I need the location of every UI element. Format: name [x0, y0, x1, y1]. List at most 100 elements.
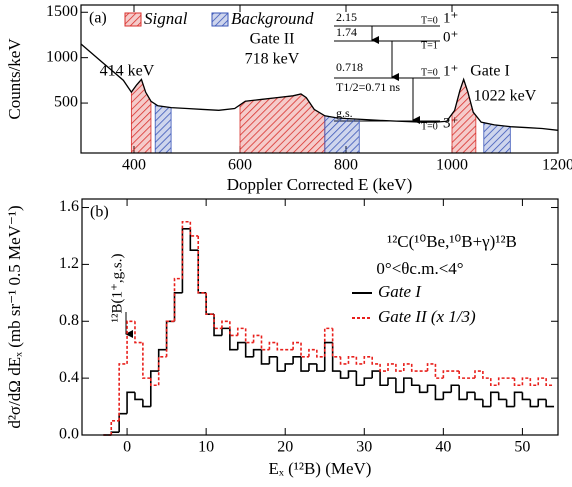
annotation: T=1: [421, 40, 438, 51]
histogram-step: [371, 356, 381, 365]
histogram-step: [323, 341, 333, 372]
histogram-step: [236, 327, 246, 336]
y-tick-label: 0.8: [59, 312, 79, 329]
y-tick-label: 500: [54, 94, 78, 111]
annotation: 0°<θc.m.<4°: [376, 259, 463, 278]
histogram-step: [292, 356, 302, 364]
histogram-step: [434, 363, 444, 379]
histogram-step: [189, 221, 199, 237]
histogram-step: [229, 321, 238, 337]
histogram-step: [379, 363, 388, 372]
histogram-step: [118, 363, 128, 421]
histogram-step: [489, 391, 499, 407]
histogram-step: [410, 378, 420, 387]
panel-label: (b): [90, 204, 109, 221]
x-tick-label: 1200: [542, 157, 572, 174]
x-tick-label: 10: [198, 439, 214, 456]
histogram-step: [418, 385, 428, 394]
histogram-step: [118, 412, 128, 433]
histogram-step: [355, 371, 365, 387]
annotation: 0.718: [336, 60, 363, 74]
histogram-step: [529, 399, 539, 408]
histogram-step: [387, 377, 396, 386]
spectrum-line: [80, 43, 559, 131]
annotation: 0⁺: [443, 29, 458, 45]
histogram-step: [189, 228, 199, 251]
histogram-step: [308, 363, 317, 372]
annotation: T=0: [421, 67, 438, 78]
y-tick-label: 0.0: [59, 426, 79, 443]
y-axis-label: d²σ/dΩ dEₓ (mb sr⁻¹ 0.5 MeV⁻¹): [5, 205, 24, 428]
histogram-step: [545, 399, 555, 408]
histogram-step: [379, 371, 388, 387]
annotation: ¹²B(1⁺,g.s.): [109, 254, 125, 323]
histogram-step: [236, 341, 246, 350]
histogram-step: [308, 348, 317, 357]
histogram-step: [173, 277, 183, 322]
histogram-step: [395, 378, 404, 394]
histogram-step: [347, 370, 357, 379]
histogram-step: [213, 314, 222, 337]
histogram-step: [205, 292, 215, 315]
histogram-step: [260, 335, 270, 351]
annotation: 1022 keV: [474, 88, 537, 105]
histogram-step: [244, 328, 254, 344]
histogram-step: [316, 349, 325, 358]
histogram-step: [181, 228, 191, 293]
annotation: T=0: [421, 121, 438, 132]
histogram-step: [395, 363, 404, 372]
x-axis-label: Eₓ (¹²B) (MeV): [269, 459, 372, 478]
histogram-step: [537, 398, 547, 407]
histogram-step: [529, 378, 539, 387]
histogram-step: [149, 378, 159, 387]
gate-region: [324, 115, 360, 154]
histogram-step: [497, 377, 507, 386]
histogram-step: [442, 370, 452, 379]
histogram-step: [403, 377, 412, 393]
histogram-step: [142, 399, 151, 408]
gate-region: [130, 78, 152, 154]
legend-label: Signal: [144, 9, 188, 28]
panel: 0 10 20 30 40 50 0.0 0.4 0.8 1.2 1.6 Eₓ (¹²B) (MeV)…: [5, 198, 559, 478]
legend-label: Gate I: [378, 282, 422, 301]
histogram-step: [363, 377, 373, 386]
x-tick-label: 0: [123, 439, 131, 456]
legend-label: Background: [231, 9, 314, 28]
histogram-step: [458, 385, 468, 401]
histogram-step: [276, 342, 286, 351]
legend-label: Gate II (x 1/3): [378, 307, 476, 326]
y-tick-label: 1.2: [59, 255, 79, 272]
histogram-step: [387, 363, 396, 372]
histogram-step: [142, 342, 151, 379]
histogram-step: [205, 292, 215, 315]
histogram-step: [284, 363, 294, 372]
histogram-step: [134, 321, 143, 344]
y-tick-label: 1500: [46, 3, 78, 20]
histogram-step: [126, 320, 135, 364]
histogram-step: [252, 348, 262, 357]
annotation: 414 keV: [100, 63, 155, 80]
annotation: T=0: [421, 15, 438, 26]
histogram-step: [165, 320, 175, 357]
x-tick-label: 400: [122, 157, 146, 174]
histogram-step: [426, 384, 436, 393]
annotation: Gate II: [250, 31, 295, 48]
histogram-step: [426, 363, 436, 372]
histogram-step: [339, 371, 349, 379]
histogram-step: [450, 384, 460, 393]
y-tick-label: 0.4: [59, 369, 79, 386]
histogram-step: [403, 363, 412, 372]
histogram-step: [347, 356, 357, 364]
annotation: ¹²C(¹⁰Be,¹⁰B+γ)¹²B: [387, 232, 517, 251]
histogram-step: [221, 320, 230, 329]
histogram-step: [276, 356, 286, 372]
plot-frame: [80, 4, 559, 154]
histogram-step: [513, 391, 523, 407]
histogram-step: [442, 391, 452, 400]
histogram-step: [497, 392, 507, 401]
histogram-step: [339, 356, 349, 365]
y-tick-label: 1000: [46, 48, 78, 65]
annotation: 718 keV: [245, 51, 300, 68]
x-axis-label: Doppler Corrected E (keV): [227, 175, 413, 194]
histogram-step: [466, 391, 475, 400]
